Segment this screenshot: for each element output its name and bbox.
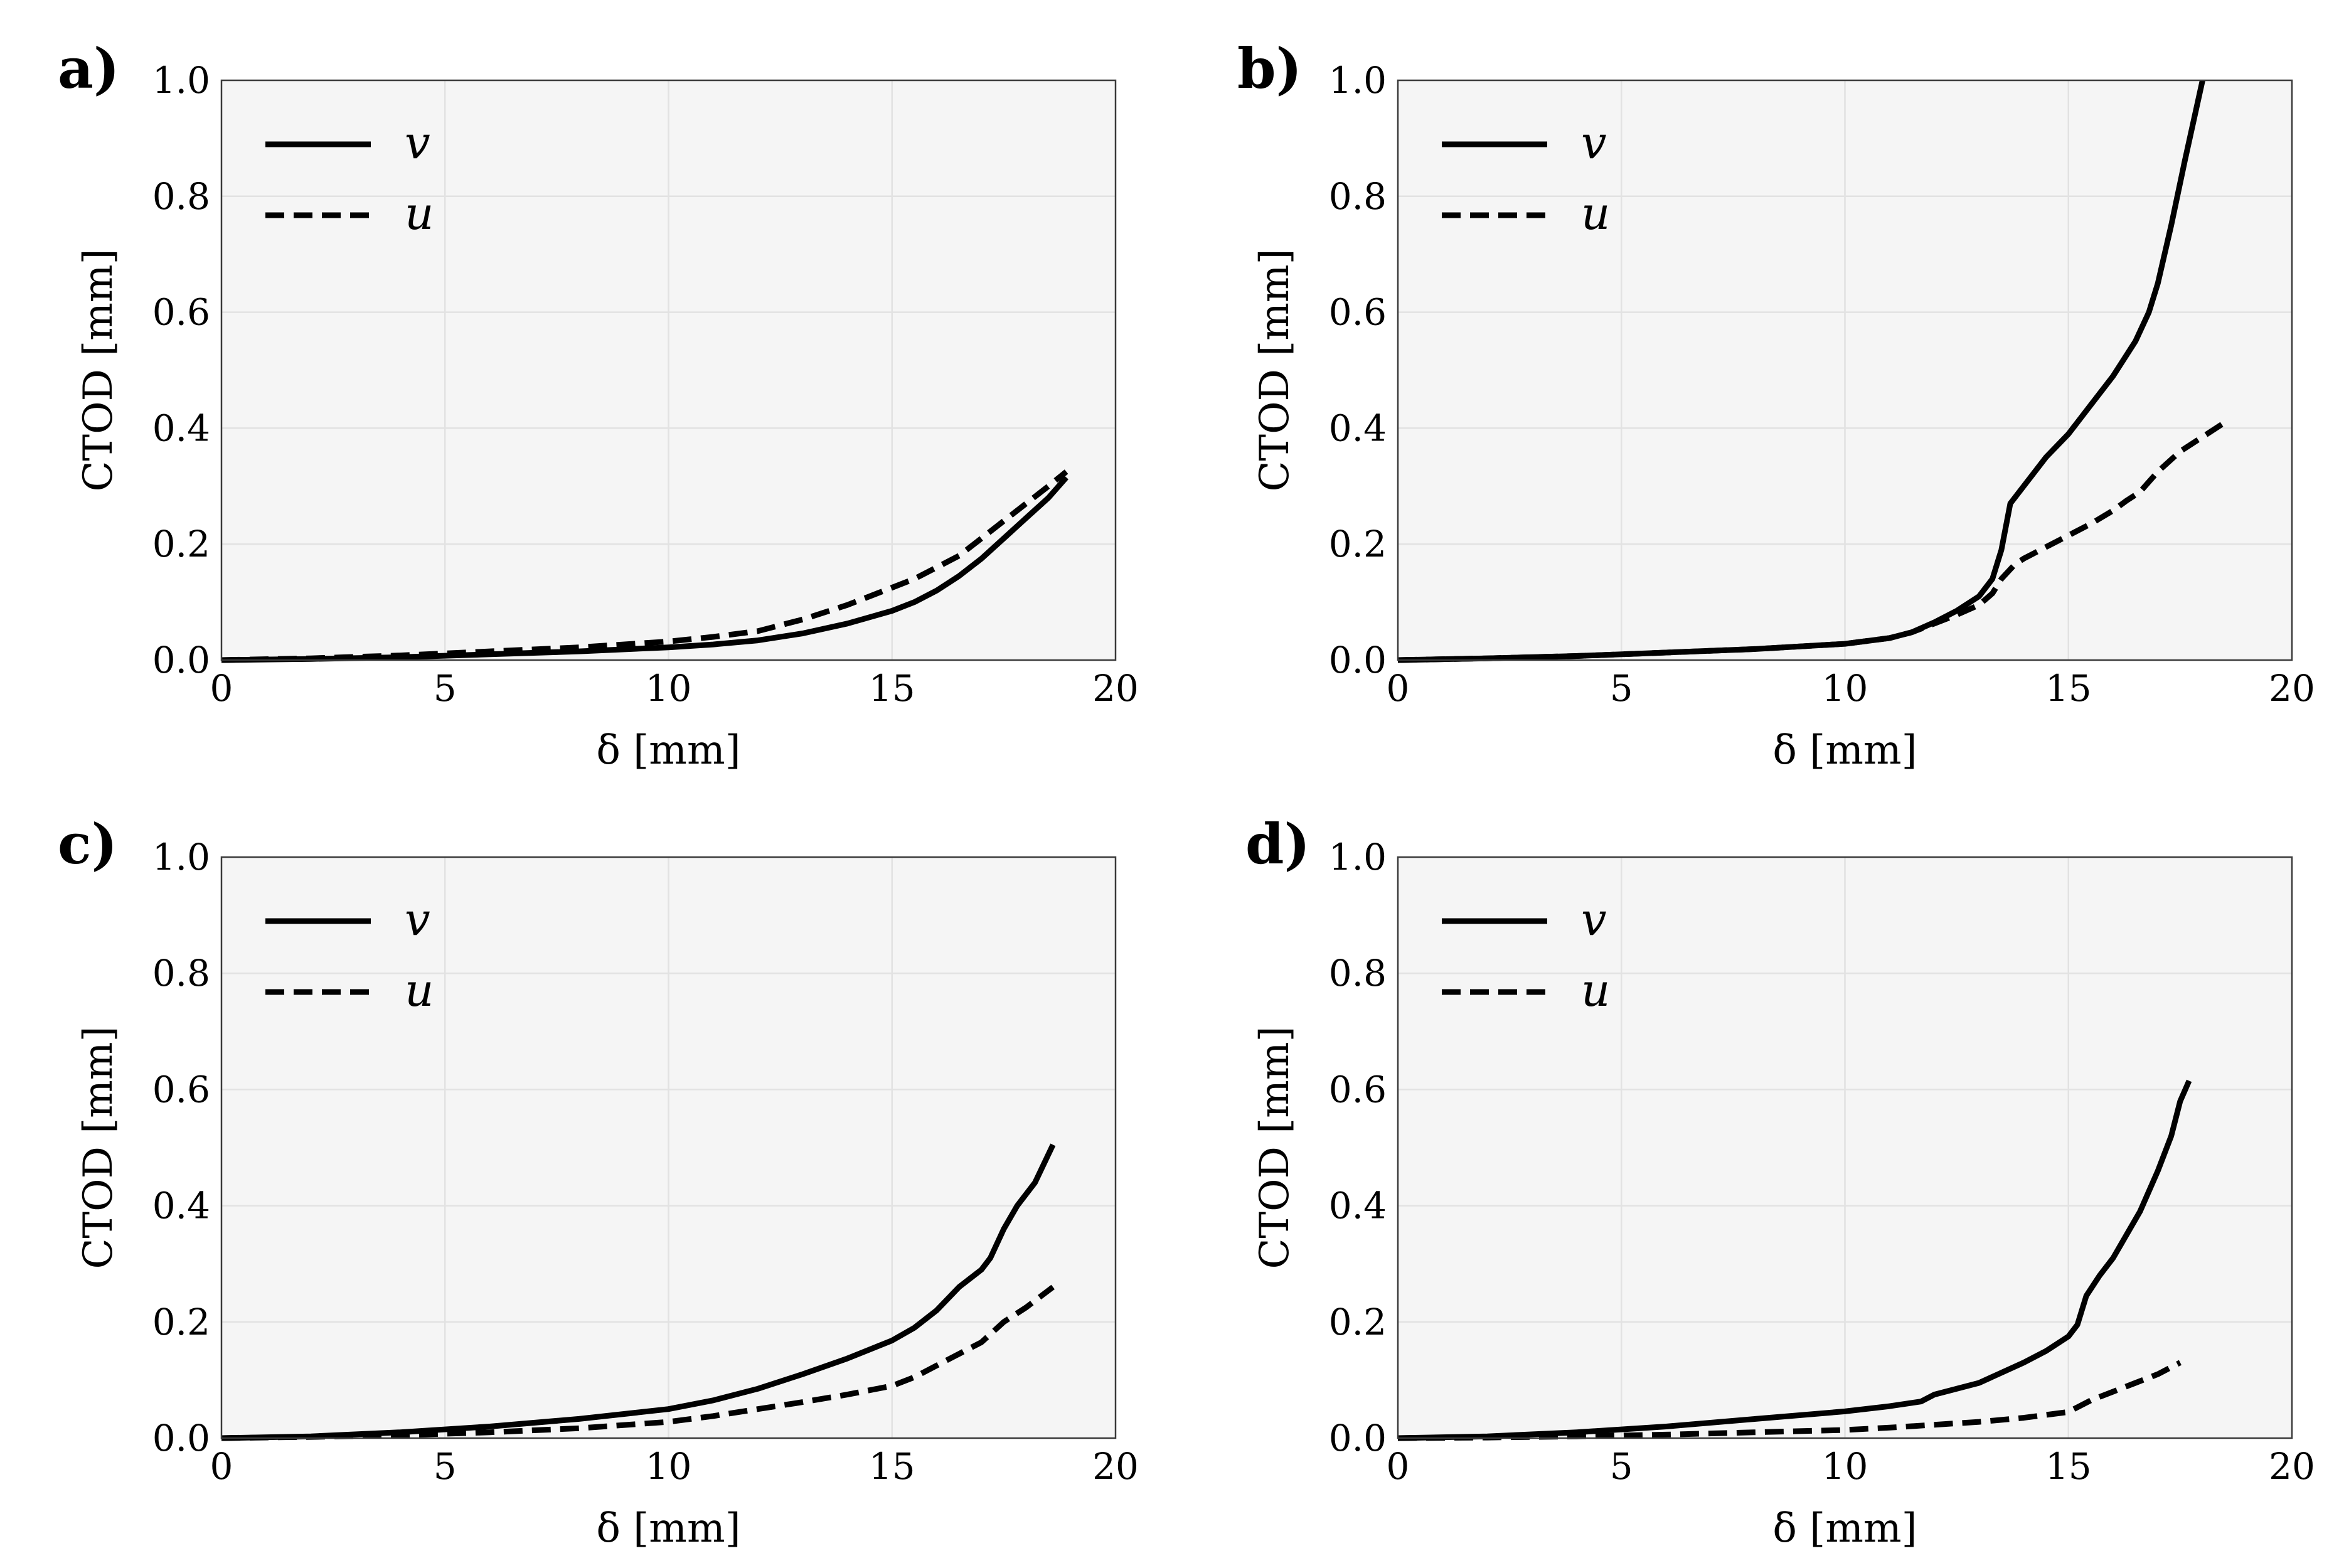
x-axis-label: δ [mm] xyxy=(596,1505,740,1552)
legend-label-v: v xyxy=(1581,893,1607,946)
x-tick-label: 10 xyxy=(1822,667,1868,710)
y-tick-label: 0.8 xyxy=(152,952,210,995)
x-tick-label: 0 xyxy=(210,667,233,710)
legend-label-v: v xyxy=(405,116,430,169)
x-tick-label: 5 xyxy=(1610,1445,1633,1488)
x-tick-label: 5 xyxy=(434,667,457,710)
series-line-v xyxy=(221,1143,1056,1441)
series-line-u xyxy=(221,1284,1055,1441)
x-tick-label: 10 xyxy=(646,667,692,710)
plot-frame xyxy=(1397,79,2293,661)
x-tick-label: 0 xyxy=(210,1445,233,1488)
plot-frame xyxy=(220,79,1117,661)
x-tick-label: 20 xyxy=(2269,667,2315,710)
y-tick-label: 1.0 xyxy=(152,836,210,878)
x-tick-label: 0 xyxy=(1387,1445,1410,1488)
x-tick-label: 10 xyxy=(1822,1445,1868,1488)
x-tick-label: 0 xyxy=(1387,667,1410,710)
x-tick-label: 15 xyxy=(2045,667,2092,710)
legend-label-v: v xyxy=(405,893,430,946)
x-tick-label: 10 xyxy=(646,1445,692,1488)
y-tick-label: 0.2 xyxy=(1329,523,1387,565)
series-line-v xyxy=(221,475,1068,663)
x-axis-label: δ [mm] xyxy=(1772,1505,1917,1552)
y-tick-label: 0.6 xyxy=(1329,291,1387,334)
panel-label: c) xyxy=(58,811,117,877)
series-line-u xyxy=(1397,417,2231,663)
y-tick-label: 0.8 xyxy=(1329,175,1387,218)
series-line-u xyxy=(221,469,1068,663)
x-tick-label: 20 xyxy=(1092,667,1139,710)
y-tick-label: 0.6 xyxy=(152,1068,210,1111)
y-tick-label: 0.2 xyxy=(152,523,210,565)
series-line-v xyxy=(1397,80,2205,663)
series-line-v xyxy=(1397,1079,2192,1441)
x-tick-label: 5 xyxy=(434,1445,457,1488)
chart-panel-b: 0 5 10 15 20 0.0 0.2 0.4 0.6 0.8 1.0 δ [mm] CTOD [mm… xyxy=(1237,36,2315,774)
legend-label-u: u xyxy=(405,964,434,1016)
x-tick-label: 15 xyxy=(2045,1445,2092,1488)
y-tick-label: 0.0 xyxy=(1329,1417,1387,1459)
y-tick-label: 0.6 xyxy=(152,291,210,334)
panel-label: d) xyxy=(1245,811,1310,877)
y-tick-label: 0.0 xyxy=(152,1417,210,1459)
legend-label-u: u xyxy=(1581,187,1610,240)
y-tick-label: 0.4 xyxy=(1329,407,1387,449)
chart-panel-a: 0 5 10 15 20 0.0 0.2 0.4 0.6 0.8 1.0 δ [mm] CTOD [mm… xyxy=(58,36,1139,774)
x-tick-label: 5 xyxy=(1610,667,1633,710)
legend-label-u: u xyxy=(1581,964,1610,1016)
chart-panel-d: 0 5 10 15 20 0.0 0.2 0.4 0.6 0.8 1.0 δ [mm] CTOD [mm… xyxy=(1245,811,2315,1552)
y-tick-label: 0.6 xyxy=(1329,1068,1387,1111)
x-tick-label: 15 xyxy=(869,667,915,710)
y-tick-label: 1.0 xyxy=(1329,836,1387,878)
x-axis-label: δ [mm] xyxy=(1772,727,1917,774)
y-tick-label: 0.8 xyxy=(152,175,210,218)
x-tick-label: 20 xyxy=(2269,1445,2315,1488)
y-tick-label: 0.4 xyxy=(152,1185,210,1227)
y-axis-label: CTOD [mm] xyxy=(1252,1026,1298,1269)
y-axis-label: CTOD [mm] xyxy=(75,248,122,491)
y-tick-label: 0.2 xyxy=(152,1301,210,1343)
x-tick-label: 20 xyxy=(1092,1445,1139,1488)
panel-label: a) xyxy=(58,36,120,101)
y-tick-label: 0.0 xyxy=(152,639,210,681)
y-tick-label: 0.8 xyxy=(1329,952,1387,995)
x-axis-label: δ [mm] xyxy=(596,727,740,774)
plot-frame xyxy=(1397,856,2293,1439)
x-tick-label: 15 xyxy=(869,1445,915,1488)
y-tick-label: 0.2 xyxy=(1329,1301,1387,1343)
y-tick-label: 0.4 xyxy=(152,407,210,449)
y-tick-label: 0.4 xyxy=(1329,1185,1387,1227)
y-tick-label: 1.0 xyxy=(1329,59,1387,102)
y-axis-label: CTOD [mm] xyxy=(1252,248,1298,491)
y-axis-label: CTOD [mm] xyxy=(75,1026,122,1269)
plot-frame xyxy=(220,856,1117,1439)
legend-label-u: u xyxy=(405,187,434,240)
y-tick-label: 1.0 xyxy=(152,59,210,102)
y-tick-label: 0.0 xyxy=(1329,639,1387,681)
legend-label-v: v xyxy=(1581,116,1607,169)
chart-panel-c: 0 5 10 15 20 0.0 0.2 0.4 0.6 0.8 1.0 δ [mm] CTOD [mm… xyxy=(58,811,1139,1552)
panel-label: b) xyxy=(1237,36,1302,101)
